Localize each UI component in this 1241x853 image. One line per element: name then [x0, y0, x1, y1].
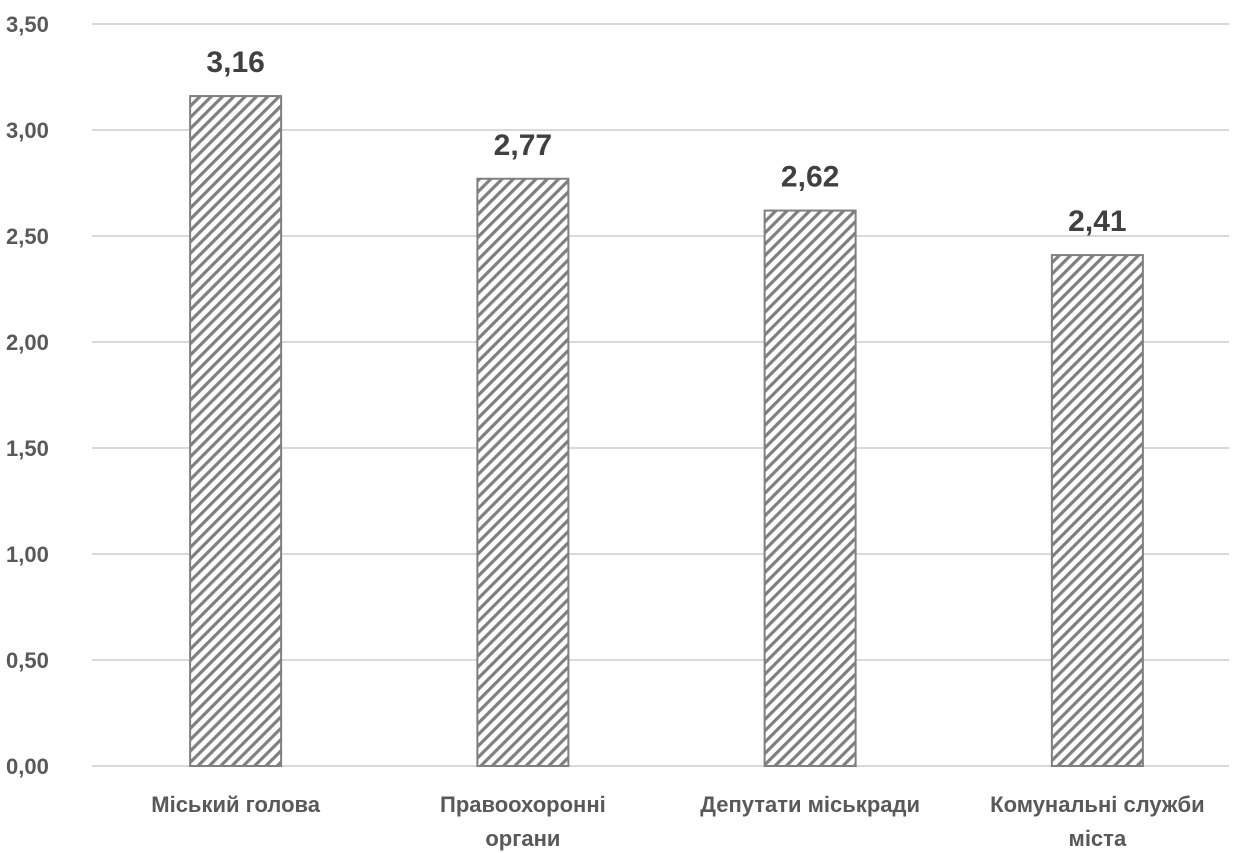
x-category-label: Правоохоронні: [440, 792, 606, 817]
x-category-label: Комунальні служби: [990, 792, 1204, 817]
y-tick-label: 3,00: [6, 118, 49, 143]
x-axis-category-labels: Міський голова Правоохоронні органи Депутат…: [151, 792, 1204, 851]
data-label: 2,77: [494, 129, 552, 162]
bar: [763, 209, 857, 767]
y-tick-label: 2,00: [6, 330, 49, 355]
y-tick-label: 1,50: [6, 436, 49, 461]
y-tick-label: 1,00: [6, 542, 49, 567]
y-tick-label: 0,50: [6, 648, 49, 673]
data-label: 2,62: [781, 161, 839, 194]
y-axis-tick-labels: 0,00 0,50 1,00 1,50 2,00 2,50 3,00 3,50: [6, 12, 49, 779]
y-tick-label: 0,00: [6, 754, 49, 779]
data-labels: 3,16 2,77 2,62 2,41: [206, 46, 1126, 238]
bar: [1050, 254, 1144, 768]
bars: [189, 95, 1144, 768]
data-label: 2,41: [1068, 205, 1126, 238]
x-category-label: органи: [485, 826, 560, 851]
x-category-label: міста: [1069, 826, 1127, 851]
x-category-label: Депутати міськради: [700, 792, 920, 817]
y-tick-label: 3,50: [6, 12, 49, 37]
y-tick-label: 2,50: [6, 224, 49, 249]
bar: [476, 177, 570, 767]
x-category-label: Міський голова: [151, 792, 320, 817]
data-label: 3,16: [206, 46, 264, 79]
bar: [189, 95, 283, 767]
